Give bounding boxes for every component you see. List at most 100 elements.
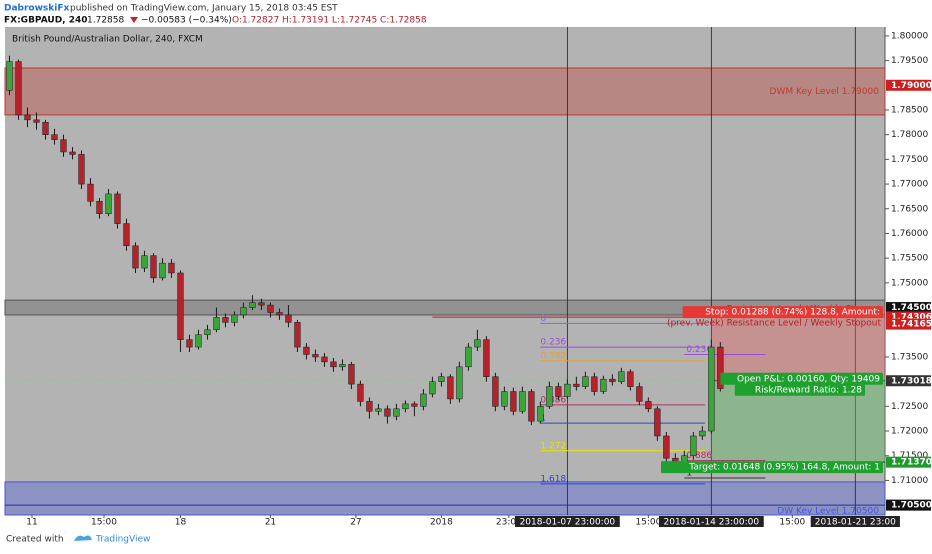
x-tick-highlight [658,516,764,527]
candle-body [582,376,589,387]
candle-body [60,139,67,153]
candle-body [222,317,229,323]
price-label: 1.73018 [891,376,932,386]
x-tick-label: 2018 [430,518,453,528]
candle-body [330,361,337,368]
created-with: Created with [6,535,64,545]
candle-body [321,356,328,363]
x-tick-label: 18 [175,518,187,528]
zone [4,299,886,316]
candle-body [285,314,292,323]
price-label: 1.71370 [891,458,932,468]
candle-body [699,430,706,437]
candle-body [528,391,535,422]
candle-body [636,386,643,402]
candle-body [96,201,103,214]
candle-body [87,183,94,202]
x-tick-label: 21 [265,518,276,528]
y-tick-label: 1.76500 [891,204,928,214]
price-label-box [886,79,931,91]
y-tick-label: 1.76000 [891,229,928,239]
candle-body [159,262,166,279]
candle-body [411,403,418,407]
y-tick-label: 1.78000 [891,130,928,140]
candle-body [348,364,355,385]
logo [74,535,92,541]
candle-body [177,272,184,340]
candle-body [357,383,364,402]
candle-body [366,401,373,412]
down-arrow [130,17,138,23]
candle-body [456,366,463,400]
last-price: 1.72858 [87,16,124,26]
candle-body [429,381,436,395]
y-tick-label: 1.75500 [891,254,928,264]
rr-text: Risk/Reward Ratio: 1.28 [755,385,862,395]
ohlc: O:1.72827 H:1.73191 L:1.72745 C:1.72858 [232,16,427,26]
fib-label: 1.272 [540,441,566,451]
x-tick-label: 11 [26,518,37,528]
candle-body [447,376,454,400]
candle-body [483,339,490,377]
candle-body [510,391,517,412]
price-label-box [886,456,931,468]
y-tick-label: 1.72000 [891,427,928,437]
candle-body [375,408,382,412]
y-tick-label: 1.77500 [891,155,928,165]
candle-body [240,307,247,316]
stop-text-box [682,306,883,319]
candle-body [123,223,130,247]
y-tick-label: 1.77000 [891,180,928,190]
candle-body [663,435,670,459]
candle-body [465,346,472,368]
x-tick-label: 2018-01-07 23:00:00 [520,518,616,528]
price-label-box [886,375,931,387]
price-label-box [886,302,931,314]
price-axis [885,27,932,515]
fib-label: 0 [540,314,546,324]
price-label: 1.74165 [891,320,932,330]
target-text: Target: 0.01648 (0.95%) 164.8, Amount: 1 [688,463,880,473]
candle-body [258,302,265,306]
candle-body [564,383,571,397]
candle-body [15,61,22,116]
candle-body [231,314,238,323]
candle-body [114,193,121,224]
rr-text-box [734,383,865,396]
candle-body [150,255,157,279]
y-tick-label: 1.80000 [891,31,928,41]
candle-body [78,154,85,185]
candle-body [501,391,508,407]
candle-body [384,408,391,417]
zone-label: DW Key Level 1.70500 [777,507,879,517]
fib-label: 0.886 [540,395,566,405]
y-tick-label: 1.71500 [891,451,928,461]
stop-zone [711,317,885,381]
pnl-text: Open P&L: 0.00160, Qty: 19409 [737,374,880,384]
price-label-box [886,499,931,511]
candle-body [438,376,445,382]
x-tick-label: 15:00 [635,518,661,528]
candle-body [627,371,634,387]
x-tick-label: 2018-01-21 23:00 [815,518,896,528]
candle-body [645,401,652,410]
candle-body [276,312,283,316]
brand: TradingView [95,535,150,545]
price-label: 1.74306 [891,313,932,323]
chart-title: British Pound/Australian Dollar, 240, FX… [12,35,203,45]
x-tick-label: 2018-01-14 23:00:00 [664,518,760,528]
fib-label: 0.886 [686,451,712,461]
published: published on TradingView.com, January 15… [70,4,338,14]
candle-body [573,383,580,387]
candle-body [402,403,409,410]
price-label: 1.74500 [891,303,932,313]
candle-body [609,378,616,382]
candle-body [213,317,220,331]
candle-body [591,376,598,392]
candle-body [474,339,481,348]
x-tick-label: 23:00 [496,518,522,528]
price-label: 1.70500 [891,501,932,511]
candle-body [204,329,211,335]
change: −0.00583 (−0.34%) [141,16,232,26]
